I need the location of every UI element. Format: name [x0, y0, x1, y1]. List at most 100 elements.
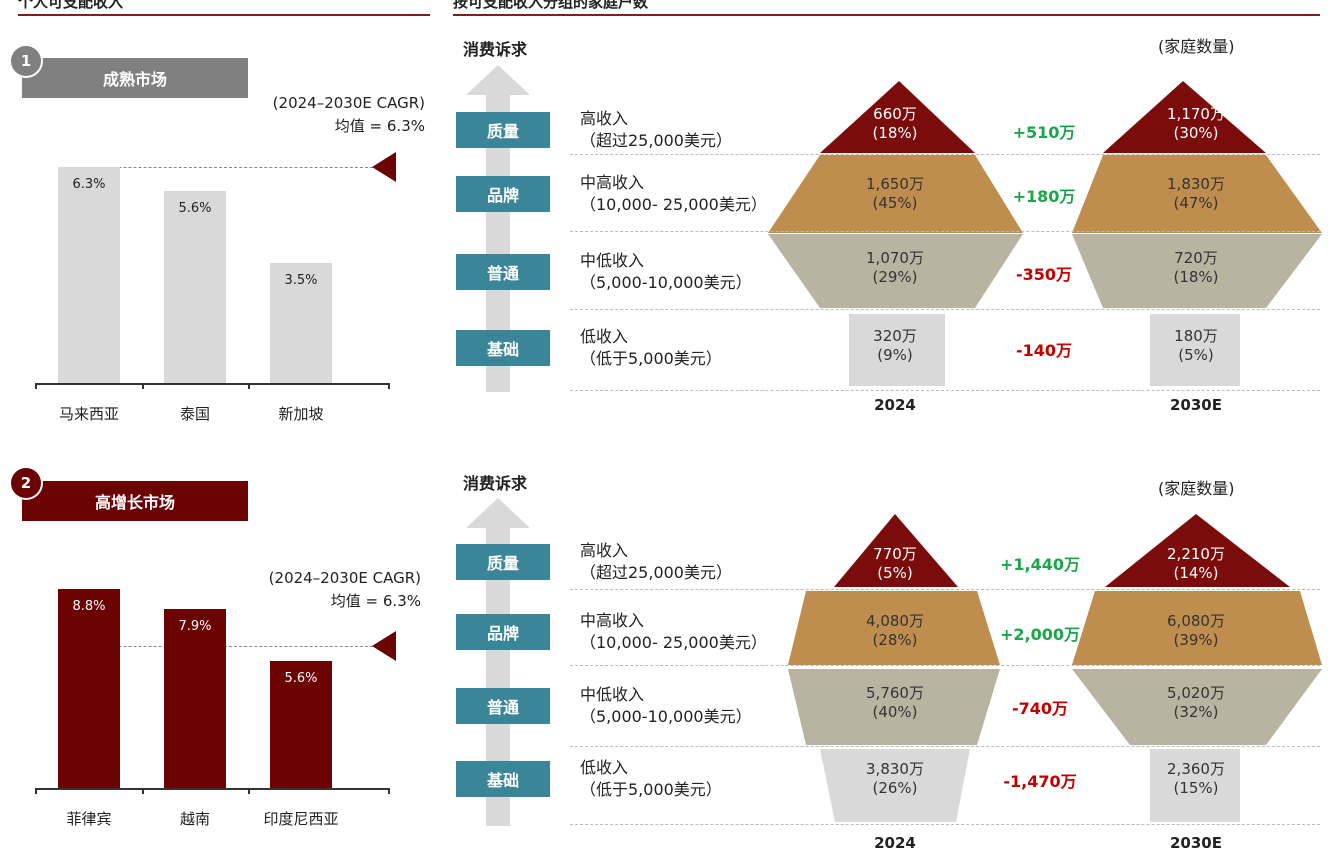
x-axis-tick	[142, 383, 144, 389]
tier-label-box: 质量	[456, 112, 550, 148]
bar-value-label: 3.5%	[284, 272, 318, 288]
income-band-label: 中高收入 （10,000- 25,000美元）	[580, 610, 767, 654]
category-label: 新加坡	[278, 405, 324, 423]
demand-arrow-shape	[466, 65, 530, 392]
value-2030-count: 2,210万	[1167, 545, 1225, 563]
income-band-range: （10,000- 25,000美元）	[580, 195, 767, 214]
demand-axis-label: 消费诉求	[463, 474, 528, 493]
bar-value-label: 5.6%	[178, 200, 212, 216]
demand-arrow	[466, 65, 530, 392]
left-section-header: 个人可支配收入	[18, 0, 124, 11]
row-separator	[570, 746, 1320, 747]
row-separator	[570, 154, 1320, 155]
tier-label-box: 质量	[456, 544, 550, 580]
bar	[270, 262, 332, 383]
value-2030: 1,830万 (47%)	[1136, 175, 1256, 213]
value-2030-share: (18%)	[1173, 268, 1219, 286]
delta-value: -140万	[1015, 341, 1073, 360]
value-2024-count: 1,070万	[866, 249, 924, 267]
value-2024: 5,760万 (40%)	[835, 684, 955, 722]
value-2024-count: 660万	[873, 105, 917, 123]
mean-marker-triangle	[372, 630, 396, 661]
category-label: 越南	[179, 810, 210, 828]
income-band-name: 低收入	[580, 327, 629, 346]
value-2024: 3,830万 (26%)	[835, 760, 955, 798]
left-header-rule	[18, 14, 430, 16]
x-axis-tick	[142, 788, 144, 794]
value-2030-share: (5%)	[1178, 346, 1214, 364]
year-label-2024: 2024	[874, 834, 916, 852]
row-separator	[570, 665, 1320, 666]
tier-label-box: 普通	[456, 254, 550, 290]
value-2030-count: 5,020万	[1167, 684, 1225, 702]
delta-value: -350万	[1015, 265, 1073, 284]
cagr-label-line1: (2024–2030E CAGR)	[268, 569, 421, 587]
value-2024-count: 5,760万	[866, 684, 924, 702]
delta-value: +2,000万	[999, 625, 1081, 644]
income-band-name: 高收入	[580, 541, 629, 560]
bar	[270, 661, 332, 788]
demand-arrow	[466, 498, 530, 826]
row-separator	[570, 824, 1320, 825]
category-label: 印度尼西亚	[263, 810, 339, 828]
mean-reference-line	[58, 166, 378, 168]
category-label: 泰国	[179, 405, 210, 423]
income-band-label: 高收入 （超过25,000美元）	[580, 540, 732, 584]
right-header-rule	[453, 14, 1320, 16]
demand-axis-label: 消费诉求	[463, 40, 528, 59]
value-2024-count: 770万	[873, 545, 917, 563]
value-2030-count: 2,360万	[1167, 760, 1225, 778]
tier-label-box: 品牌	[456, 614, 550, 650]
household-count-unit-label: (家庭数量)	[1158, 479, 1235, 498]
bar-value-label: 5.6%	[284, 671, 318, 687]
income-band-name: 低收入	[580, 758, 629, 777]
year-label-2030: 2030E	[1170, 834, 1222, 852]
tier-label-box: 品牌	[456, 176, 550, 212]
income-band-range: （10,000- 25,000美元）	[580, 633, 767, 652]
value-2024-share: (29%)	[872, 268, 918, 286]
delta-value: -1,470万	[1003, 772, 1077, 791]
income-band-range: （低于5,000美元）	[580, 349, 722, 368]
row-separator	[570, 390, 1320, 391]
value-2024-share: (9%)	[877, 346, 913, 364]
value-2030-count: 1,170万	[1167, 105, 1225, 123]
value-2030: 720万 (18%)	[1136, 249, 1256, 287]
value-2030: 1,170万 (30%)	[1136, 105, 1256, 143]
value-2030: 180万 (5%)	[1136, 327, 1256, 365]
value-2030-share: (15%)	[1173, 779, 1219, 797]
x-axis-line	[35, 383, 388, 385]
income-band-range: （低于5,000美元）	[580, 780, 722, 799]
tier-label-box: 普通	[456, 688, 550, 724]
delta-value: +1,440万	[999, 555, 1081, 574]
value-2030: 5,020万 (32%)	[1136, 684, 1256, 722]
income-band-label: 低收入 （低于5,000美元）	[580, 326, 722, 370]
income-band-name: 高收入	[580, 109, 629, 128]
income-band-range: （5,000-10,000美元）	[580, 707, 752, 726]
category-label: 菲律宾	[66, 810, 112, 828]
value-2030: 6,080万 (39%)	[1136, 612, 1256, 650]
right-section-header: 按可支配收入分组的家庭户数	[453, 0, 649, 11]
value-2030-share: (32%)	[1173, 703, 1219, 721]
bar	[164, 609, 226, 788]
income-band-label: 低收入 （低于5,000美元）	[580, 757, 722, 801]
section-number-badge: 1	[9, 44, 43, 78]
value-2024: 660万 (18%)	[835, 105, 955, 143]
value-2024: 1,070万 (29%)	[835, 249, 955, 287]
bar-value-label: 8.8%	[72, 599, 106, 615]
value-2030-count: 720万	[1174, 249, 1218, 267]
value-2024-share: (45%)	[872, 194, 918, 212]
x-axis-line	[35, 788, 388, 790]
income-band-range: （超过25,000美元）	[580, 131, 732, 150]
value-2030-share: (47%)	[1173, 194, 1219, 212]
category-label: 马来西亚	[58, 405, 119, 423]
section-number-badge: 2	[9, 466, 43, 500]
bar	[58, 166, 120, 383]
mean-marker-triangle	[372, 151, 396, 182]
x-axis-tick	[35, 383, 37, 389]
income-band-label: 中高收入 （10,000- 25,000美元）	[580, 172, 767, 216]
cagr-mean-label: 均值 = 6.3%	[334, 117, 425, 135]
value-2030-count: 180万	[1174, 327, 1218, 345]
income-band-name: 中低收入	[580, 685, 645, 704]
income-band-range: （超过25,000美元）	[580, 563, 732, 582]
value-2024-count: 320万	[873, 327, 917, 345]
